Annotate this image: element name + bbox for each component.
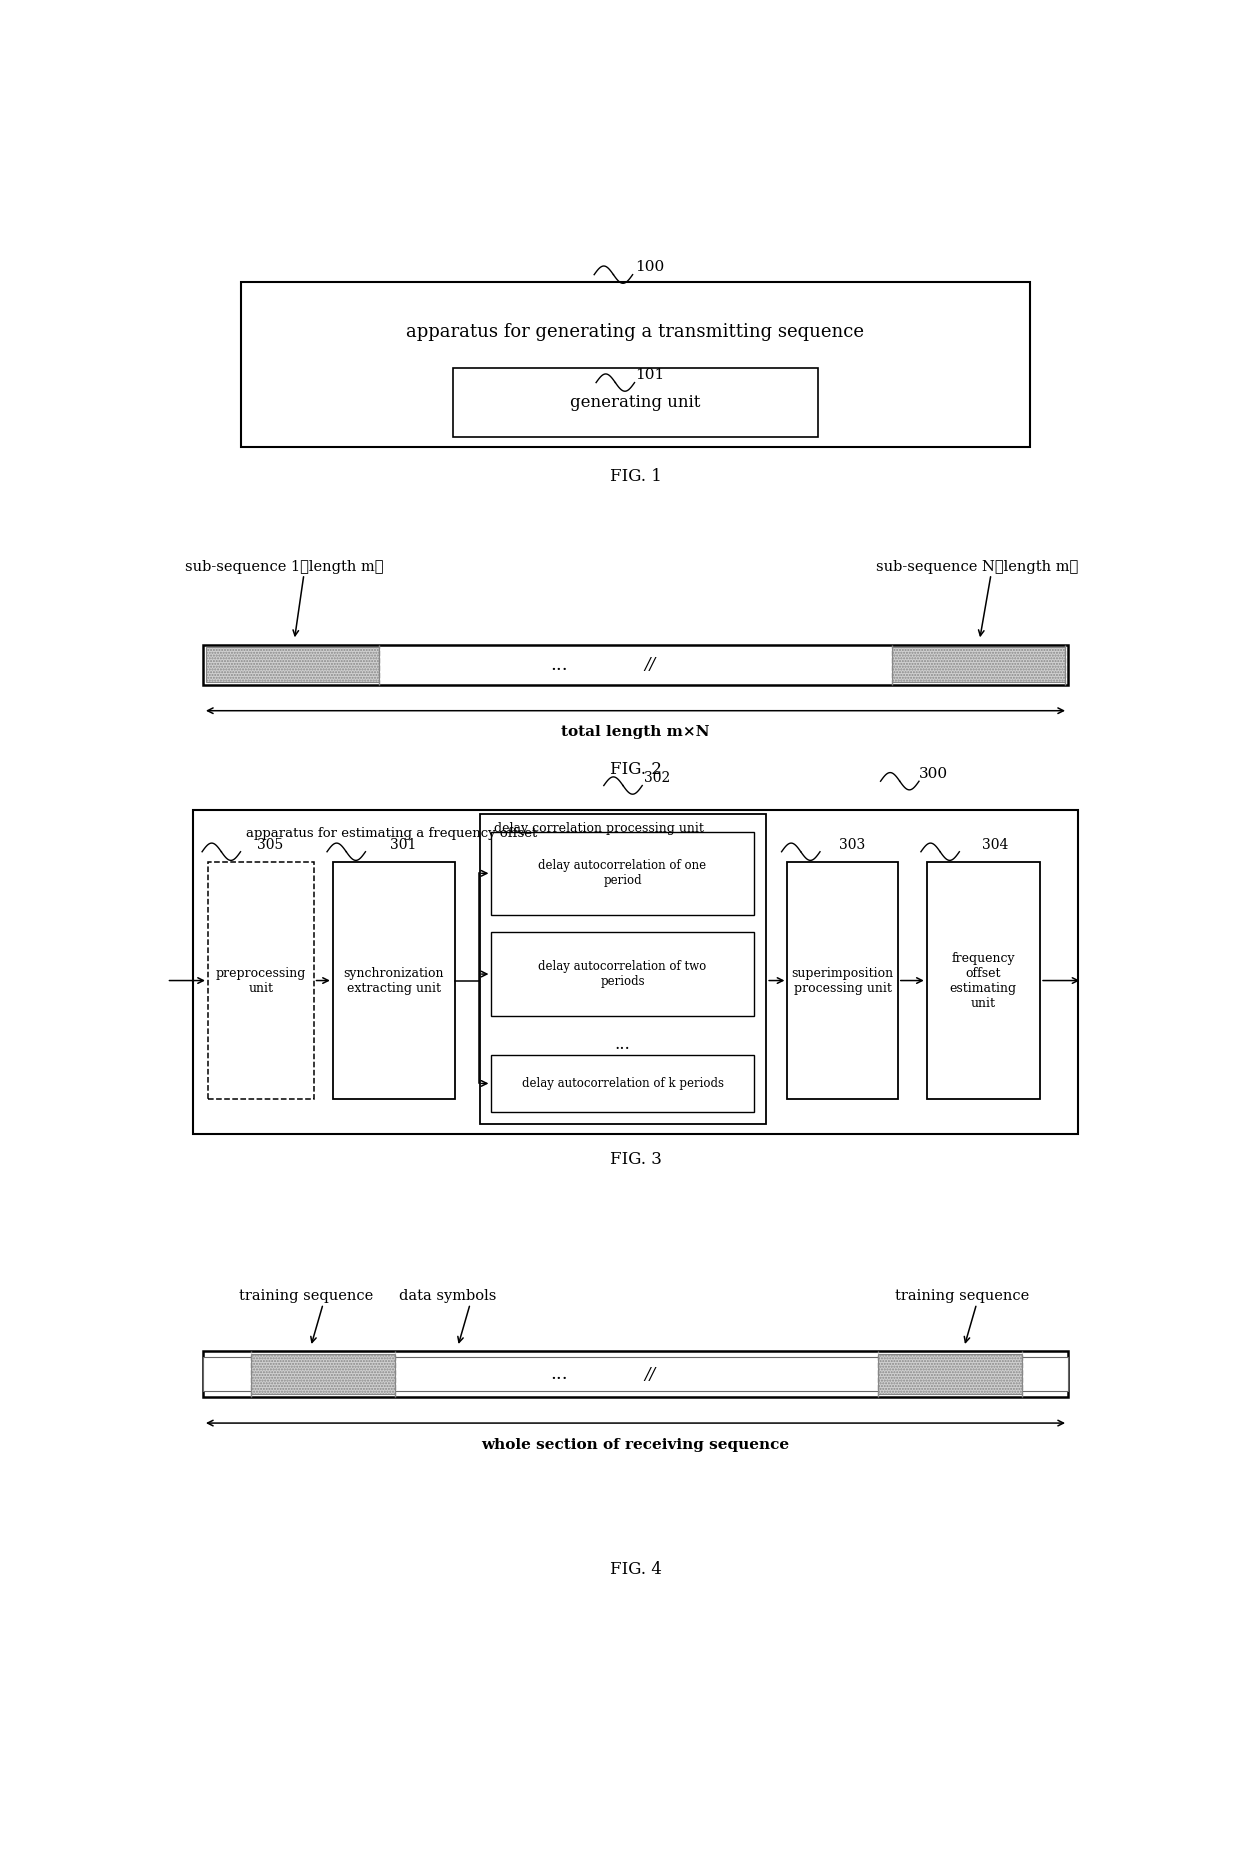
Text: superimposition
processing unit: superimposition processing unit	[791, 966, 894, 994]
Text: 302: 302	[644, 772, 670, 785]
Text: delay autocorrelation of two
periods: delay autocorrelation of two periods	[538, 961, 707, 989]
Text: generating unit: generating unit	[570, 394, 701, 411]
Text: //: //	[645, 656, 656, 673]
Text: 101: 101	[635, 368, 665, 383]
Bar	[250, 1353, 396, 1394]
Text: 305: 305	[257, 837, 284, 852]
Bar	[491, 1054, 754, 1112]
Text: ...: ...	[549, 656, 568, 673]
Text: ...: ...	[615, 1035, 630, 1052]
Bar	[787, 862, 898, 1099]
Bar	[203, 1357, 1068, 1391]
Text: training sequence: training sequence	[895, 1290, 1029, 1303]
Bar	[203, 1351, 1068, 1398]
Text: training sequence: training sequence	[239, 1290, 373, 1303]
Text: 100: 100	[635, 260, 665, 275]
Text: FIG. 1: FIG. 1	[610, 467, 661, 484]
Bar	[892, 647, 1065, 682]
Bar	[926, 862, 1040, 1099]
Bar	[453, 368, 818, 437]
Text: 301: 301	[391, 837, 417, 852]
Text: ...: ...	[549, 1364, 568, 1383]
Text: delay autocorrelation of one
period: delay autocorrelation of one period	[538, 860, 707, 888]
Text: sub-sequence 1（length m）: sub-sequence 1（length m）	[186, 561, 384, 574]
Bar	[491, 832, 754, 916]
Text: 300: 300	[919, 766, 947, 781]
Bar	[203, 645, 1068, 684]
Text: preprocessing
unit: preprocessing unit	[216, 966, 306, 994]
Bar	[206, 647, 379, 682]
Bar	[332, 862, 455, 1099]
Bar	[208, 862, 314, 1099]
Text: 304: 304	[982, 837, 1008, 852]
Text: total length m×N: total length m×N	[562, 725, 709, 740]
Text: 303: 303	[839, 837, 866, 852]
Text: whole section of receiving sequence: whole section of receiving sequence	[481, 1437, 790, 1452]
Text: apparatus for generating a transmitting sequence: apparatus for generating a transmitting …	[407, 323, 864, 342]
Text: delay correlation processing unit: delay correlation processing unit	[495, 822, 704, 835]
Text: FIG. 4: FIG. 4	[610, 1561, 661, 1577]
Bar	[878, 1353, 1022, 1394]
Text: data symbols: data symbols	[399, 1290, 497, 1303]
Text: FIG. 3: FIG. 3	[610, 1151, 661, 1168]
Text: FIG. 2: FIG. 2	[610, 761, 661, 778]
Text: synchronization
extracting unit: synchronization extracting unit	[343, 966, 444, 994]
Text: frequency
offset
estimating
unit: frequency offset estimating unit	[950, 951, 1017, 1009]
Text: //: //	[645, 1366, 656, 1383]
Text: apparatus for estimating a frequency offset: apparatus for estimating a frequency off…	[247, 828, 538, 841]
Bar	[242, 282, 1029, 447]
Bar	[480, 815, 766, 1123]
Text: sub-sequence N（length m）: sub-sequence N（length m）	[875, 561, 1078, 574]
Bar	[193, 809, 1078, 1134]
Text: delay autocorrelation of k periods: delay autocorrelation of k periods	[522, 1077, 723, 1090]
Bar	[491, 933, 754, 1015]
